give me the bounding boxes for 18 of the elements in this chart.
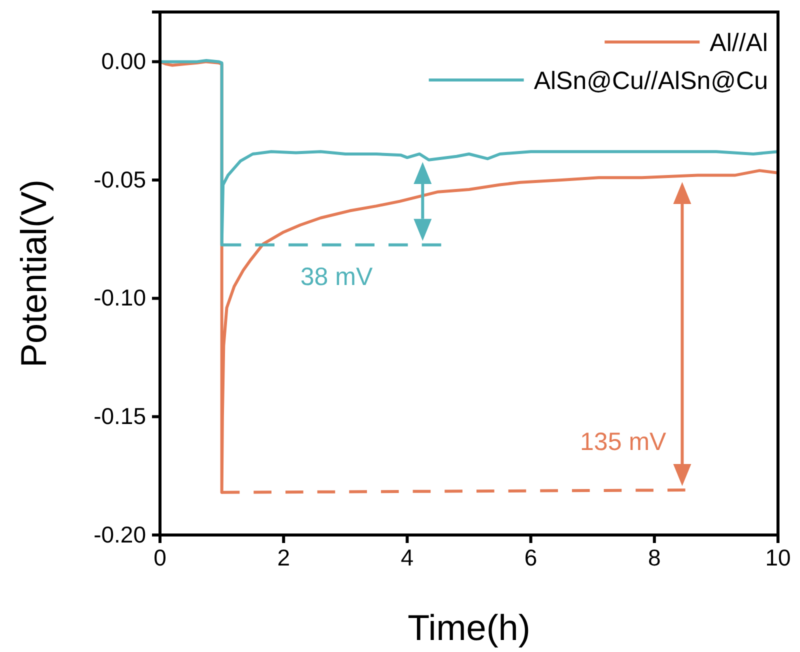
x-tick-label: 2 bbox=[277, 544, 290, 570]
y-tick-label: -0.15 bbox=[94, 403, 146, 430]
x-tick-label: 0 bbox=[154, 544, 166, 570]
annotation: 135 mV bbox=[580, 428, 667, 456]
legend-label: Al//Al bbox=[710, 29, 768, 57]
x-tick-label: 10 bbox=[765, 544, 791, 570]
y-tick-label: -0.10 bbox=[94, 284, 146, 311]
y-tick-label: -0.05 bbox=[94, 166, 146, 192]
legend-label: AlSn@Cu//AlSn@Cu bbox=[534, 67, 768, 95]
y-tick-label: 0.00 bbox=[101, 48, 146, 74]
x-tick-label: 6 bbox=[524, 544, 538, 570]
line-series bbox=[160, 59, 778, 246]
x-tick-label: 4 bbox=[400, 544, 414, 570]
y-axis-title: Potential(V) bbox=[13, 179, 54, 368]
y-tick-label: -0.20 bbox=[94, 521, 146, 548]
x-axis-title: Time(h) bbox=[408, 607, 530, 648]
x-tick-label: 8 bbox=[648, 544, 661, 570]
annotation: 38 mV bbox=[300, 262, 373, 291]
